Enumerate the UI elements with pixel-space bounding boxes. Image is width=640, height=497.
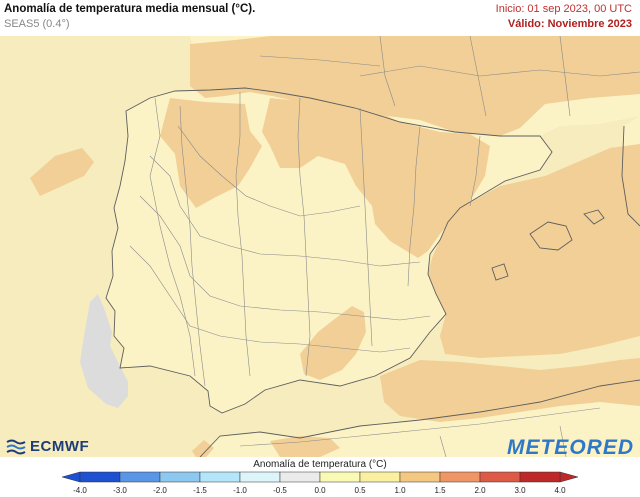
header-right: Inicio: 01 sep 2023, 00 UTC Válido: Novi… [496,2,632,32]
colorbar-segment [439,471,481,483]
colorbar-segment [359,471,401,483]
colorbar-segment [279,471,321,483]
ecmwf-logo-icon [6,439,26,454]
colorbar-tick-label: 1.5 [434,486,446,495]
colorbar-tick-label: -0.5 [273,486,287,495]
colorbar-segment [519,471,561,483]
valid-date: Válido: Noviembre 2023 [507,18,632,30]
colorbar-segment [119,471,161,483]
colorbar-arrow-high [559,471,579,483]
colorbar-tick-label: -1.0 [233,486,247,495]
colorbar-arrow-low [61,471,81,483]
model-subtitle: SEAS5 (0.4°) [4,18,70,30]
colorbar-tick-label: 0.0 [314,486,326,495]
ecmwf-logo: ECMWF [5,438,89,455]
neutral-anomaly-area [80,294,128,408]
colorbar-tick-label: -4.0 [73,486,87,495]
colorbar-tick-label: -1.5 [193,486,207,495]
colorbar-tick-label: -2.0 [153,486,167,495]
colorbar-segment [79,471,121,483]
colorbar-tick-label: -3.0 [113,486,127,495]
init-date: Inicio: 01 sep 2023, 00 UTC [495,3,632,15]
colorbar-segment [399,471,441,483]
meteored-logo: METEORED [506,436,634,459]
colorbar-segment [319,471,361,483]
colorbar-tick-label: 3.0 [514,486,526,495]
colorbar-tick-label: 0.5 [354,486,366,495]
coastlines [105,87,640,457]
colorbar: -4.0 -3.0 -2.0 -1.5 -1.0 -0.5 0.0 0.5 1.0 1.5 2.0 3… [61,471,579,495]
colorbar-segment [159,471,201,483]
colorbar-title: Anomalía de temperatura (°C) [253,459,387,470]
warm-anomaly-areas [30,36,640,457]
colorbar-tick-label: 1.0 [394,486,406,495]
colorbar-tick-label: 4.0 [554,486,566,495]
province-borders [129,36,640,457]
colorbar-tick-label: 2.0 [474,486,486,495]
map-title: Anomalía de temperatura media mensual (°… [4,3,256,15]
colorbar-legend: Anomalía de temperatura (°C) -4.0 -3.0 -2.… [0,457,640,497]
anomaly-map [0,36,640,457]
ecmwf-logo-text: ECMWF [30,438,90,455]
colorbar-segment [239,471,281,483]
header-left: Anomalía de temperatura media mensual (°… [4,2,255,32]
colorbar-segment [479,471,521,483]
colorbar-segment [199,471,241,483]
